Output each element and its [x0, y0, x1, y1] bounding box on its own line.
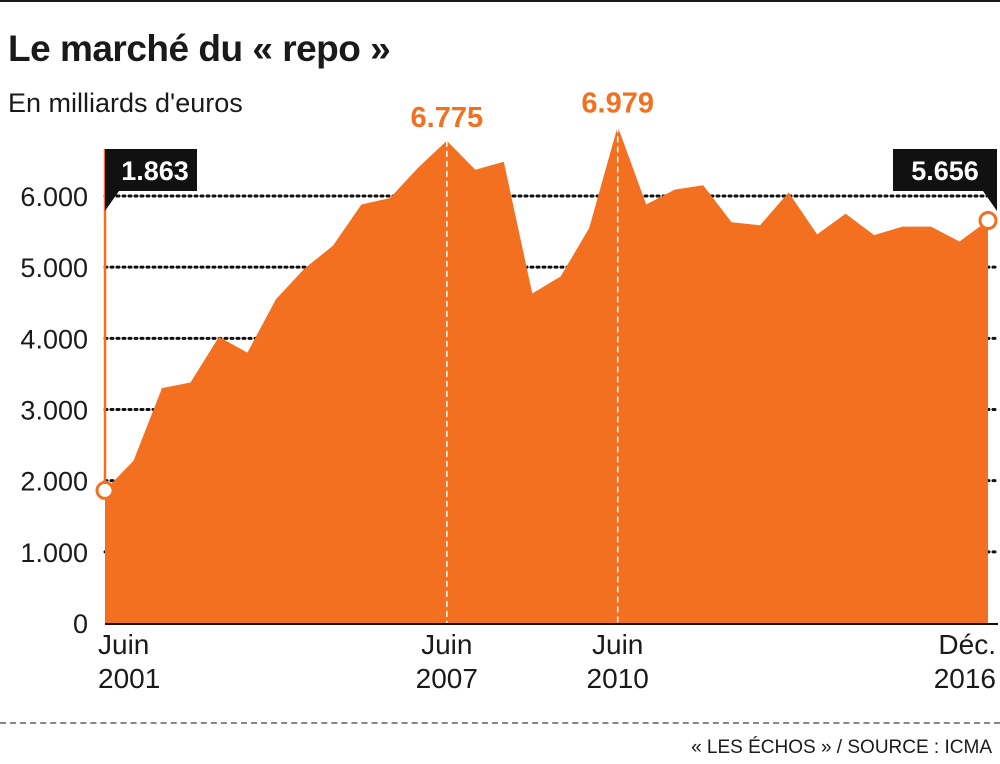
callout-box — [105, 149, 197, 191]
callout-box — [893, 149, 997, 191]
y-axis-labels: 0 1.000 2.000 3.000 4.000 5.000 6.000 — [20, 182, 88, 639]
x-tick-label: 2001 — [98, 663, 160, 694]
chart-title: Le marché du « repo » — [8, 28, 391, 69]
callout-pointer — [983, 191, 997, 211]
x-tick-label: 2010 — [587, 663, 649, 694]
source-credit: « LES ÉCHOS » / SOURCE : ICMA — [691, 737, 992, 758]
y-tick-label: 6.000 — [20, 182, 88, 212]
y-tick-label: 1.000 — [20, 538, 88, 568]
footer-rule — [0, 722, 1000, 724]
area-series — [105, 126, 988, 624]
callout-pointer — [105, 191, 119, 211]
x-tick-label: Déc. — [938, 629, 996, 660]
data-point-marker — [95, 480, 115, 500]
chart-subtitle: En milliards d'euros — [8, 88, 243, 118]
callout-value: 1.863 — [121, 156, 189, 186]
x-tick-label: Juin — [421, 629, 472, 660]
x-tick-label: 2016 — [934, 663, 996, 694]
top-rule — [0, 0, 1000, 2]
peak-label: 6.979 — [581, 87, 654, 119]
y-tick-label: 3.000 — [20, 396, 88, 426]
x-tick-label: 2007 — [416, 663, 478, 694]
y-tick-label: 2.000 — [20, 467, 88, 497]
callout-value: 5.656 — [911, 156, 979, 186]
y-tick-label: 5.000 — [20, 253, 88, 283]
x-tick-label: Juin — [592, 629, 643, 660]
y-tick-label: 0 — [73, 609, 88, 639]
x-tick-label: Juin — [98, 629, 149, 660]
y-tick-label: 4.000 — [20, 324, 88, 354]
peak-label: 6.775 — [411, 102, 484, 134]
data-point-marker — [978, 210, 998, 230]
annotations: 1.863 6.775 6.979 5.656 — [95, 87, 998, 623]
